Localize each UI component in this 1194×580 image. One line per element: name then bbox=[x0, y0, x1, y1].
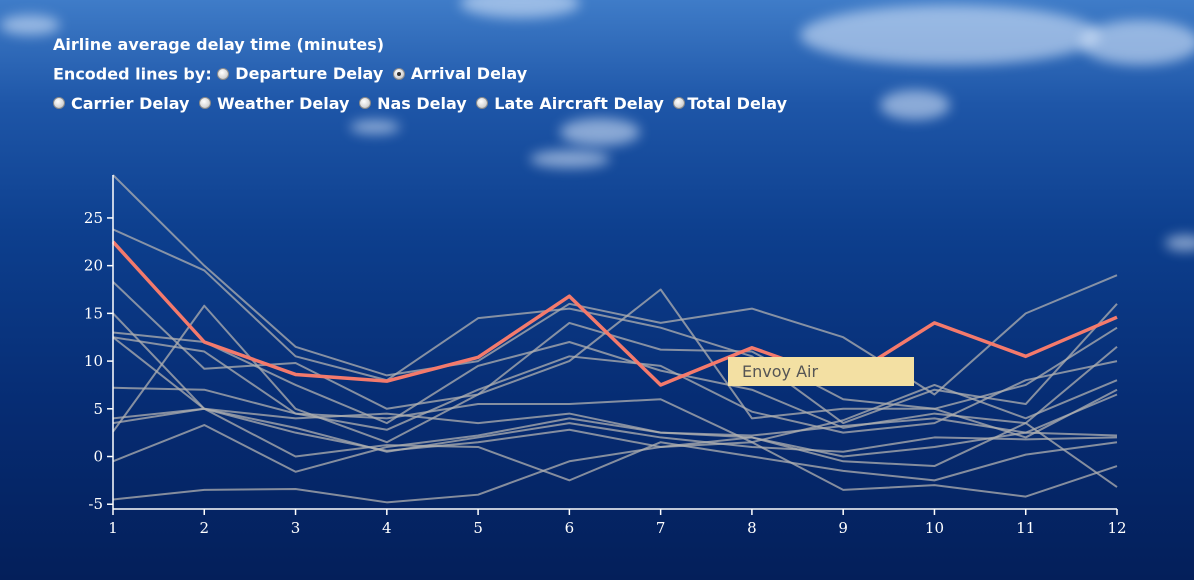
series-line[interactable] bbox=[112, 407, 1118, 482]
x-tick-label: 9 bbox=[838, 519, 848, 537]
series-line[interactable] bbox=[112, 228, 1118, 425]
hover-tooltip: Envoy Air bbox=[728, 357, 914, 386]
chart-title: Airline average delay time (minutes) bbox=[53, 35, 385, 54]
background-cloud bbox=[350, 120, 400, 134]
x-tick-label: 2 bbox=[199, 519, 209, 537]
series-line[interactable] bbox=[112, 174, 1118, 396]
series-line[interactable] bbox=[112, 336, 1118, 453]
x-tick-label: 12 bbox=[1107, 519, 1126, 537]
option-departure-delay[interactable]: Departure Delay bbox=[217, 59, 383, 88]
radio-icon[interactable] bbox=[673, 97, 686, 109]
option-arrival-delay[interactable]: Arrival Delay bbox=[392, 59, 527, 88]
series-line[interactable] bbox=[112, 336, 1118, 434]
y-tick-label: -5 bbox=[88, 495, 103, 513]
y-tick-label: 20 bbox=[84, 257, 103, 275]
y-tick-label: 15 bbox=[84, 304, 103, 322]
background-cloud bbox=[880, 90, 950, 120]
y-tick-label: 10 bbox=[84, 352, 103, 370]
radio-checked-icon[interactable] bbox=[392, 67, 405, 80]
x-tick-label: 4 bbox=[382, 519, 392, 537]
option-weather-delay[interactable]: Weather Delay bbox=[199, 89, 349, 118]
options-row-1: Encoded lines by: Departure Delay Arriva… bbox=[53, 59, 791, 89]
background-cloud bbox=[1165, 235, 1194, 251]
encoded-label: Encoded lines by: bbox=[53, 64, 212, 84]
x-tick-label: 1 bbox=[108, 519, 118, 537]
x-tick-label: 8 bbox=[747, 519, 757, 537]
x-tick-label: 6 bbox=[565, 519, 575, 537]
radio-icon[interactable] bbox=[199, 97, 212, 109]
options-row-2: Carrier Delay Weather Delay Nas Delay La… bbox=[53, 89, 791, 119]
series-line[interactable] bbox=[112, 331, 1118, 429]
y-tick-label: 25 bbox=[84, 209, 103, 227]
option-nas-delay[interactable]: Nas Delay bbox=[359, 89, 467, 118]
option-carrier-delay[interactable]: Carrier Delay bbox=[53, 89, 189, 118]
title-row: Airline average delay time (minutes) bbox=[53, 30, 791, 59]
series-line[interactable] bbox=[112, 417, 1118, 488]
y-tick-label: 0 bbox=[93, 448, 103, 466]
x-tick-label: 3 bbox=[291, 519, 301, 537]
x-tick-label: 7 bbox=[656, 519, 666, 537]
background-cloud bbox=[460, 0, 580, 18]
series-line[interactable] bbox=[112, 441, 1118, 504]
x-tick-label: 10 bbox=[925, 519, 944, 537]
series-lines bbox=[111, 174, 1118, 504]
x-tick-label: 11 bbox=[1016, 519, 1035, 537]
radio-icon[interactable] bbox=[359, 97, 372, 109]
radio-icon[interactable] bbox=[476, 97, 489, 109]
option-late-aircraft-delay[interactable]: Late Aircraft Delay bbox=[476, 89, 664, 118]
x-tick-label: 5 bbox=[473, 519, 483, 537]
background-cloud bbox=[0, 15, 60, 35]
series-line[interactable] bbox=[112, 379, 1118, 444]
controls-panel: Airline average delay time (minutes) Enc… bbox=[53, 30, 791, 118]
series-line[interactable] bbox=[112, 288, 1118, 444]
y-tick-label: 5 bbox=[93, 400, 103, 418]
series-line[interactable] bbox=[112, 281, 1118, 410]
background-cloud bbox=[800, 5, 1100, 65]
radio-icon[interactable] bbox=[53, 97, 65, 109]
series-line[interactable] bbox=[112, 393, 1118, 437]
background-cloud bbox=[530, 150, 610, 168]
highlighted-series-line[interactable] bbox=[111, 240, 1118, 387]
background-cloud bbox=[1080, 20, 1194, 65]
option-total-delay[interactable]: Total Delay bbox=[673, 89, 787, 118]
radio-icon[interactable] bbox=[217, 67, 230, 80]
background-cloud bbox=[560, 118, 640, 146]
series-line[interactable] bbox=[112, 312, 1118, 458]
